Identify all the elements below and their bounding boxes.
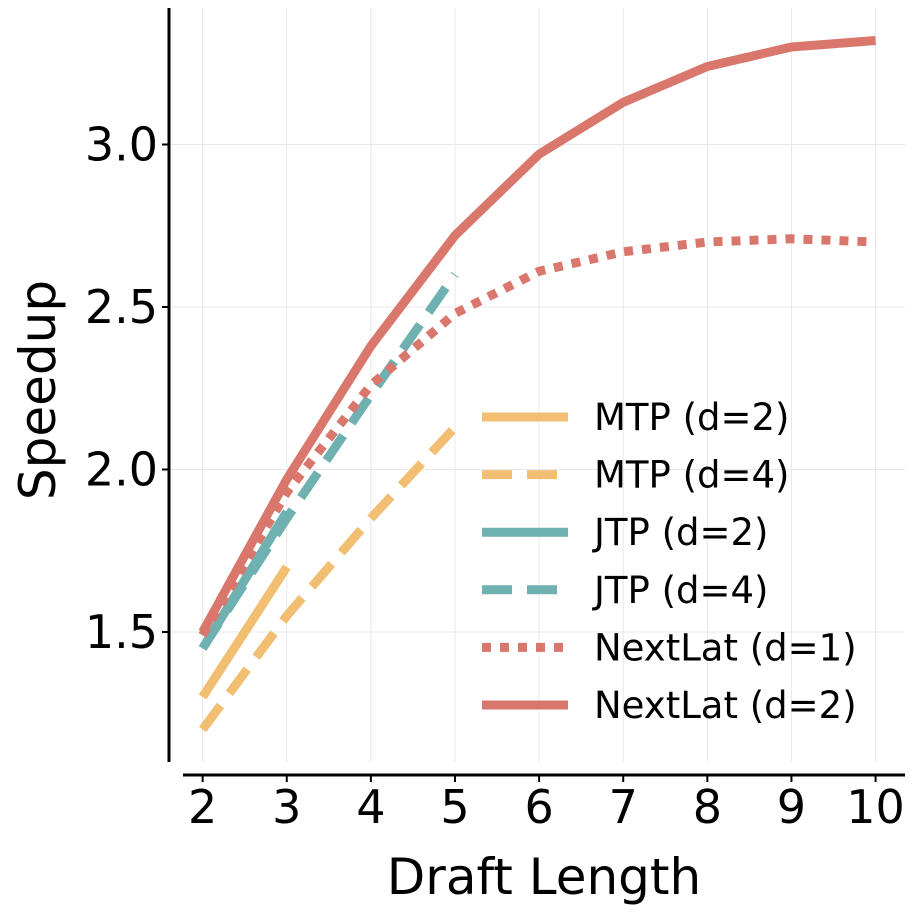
x-tick-label: 5: [440, 780, 469, 834]
y-tick-label: 1.5: [85, 605, 158, 659]
series-line: [198, 234, 876, 638]
legend-label: JTP (d=2): [592, 511, 769, 554]
x-tick-label: 8: [693, 780, 722, 834]
legend-label: NextLat (d=2): [594, 684, 857, 727]
series-line: [198, 36, 876, 635]
y-tick-label: 2.0: [85, 443, 158, 497]
y-axis-title: Speedup: [9, 280, 67, 500]
x-tick-label: 7: [609, 780, 638, 834]
series-layer: [198, 36, 876, 733]
x-tick-label: 9: [777, 780, 806, 834]
series-line: [198, 424, 459, 733]
x-tick-label: 10: [846, 780, 905, 834]
y-ticks: 1.5 2.0 2.5 3.0: [85, 118, 169, 659]
series-line: [198, 271, 459, 651]
axes: [167, 8, 905, 777]
legend-label: MTP (d=4): [594, 454, 790, 497]
x-tick-label: 2: [188, 780, 217, 834]
x-tick-label: 3: [272, 780, 301, 834]
y-tick-label: 3.0: [85, 118, 158, 172]
legend-label: JTP (d=4): [592, 569, 769, 612]
x-axis-title: Draft Length: [387, 848, 701, 906]
legend-label: MTP (d=2): [594, 396, 790, 439]
series-line: [198, 564, 291, 700]
legend: MTP (d=2) MTP (d=4) JTP (d=2) JTP (d=4) Next…: [482, 396, 857, 727]
x-ticks: 2 3 4 5 6 7 8 9 10: [188, 775, 905, 834]
x-tick-label: 4: [356, 780, 385, 834]
legend-label: NextLat (d=1): [594, 626, 857, 669]
y-tick-label: 2.5: [85, 280, 158, 334]
x-tick-label: 6: [524, 780, 553, 834]
